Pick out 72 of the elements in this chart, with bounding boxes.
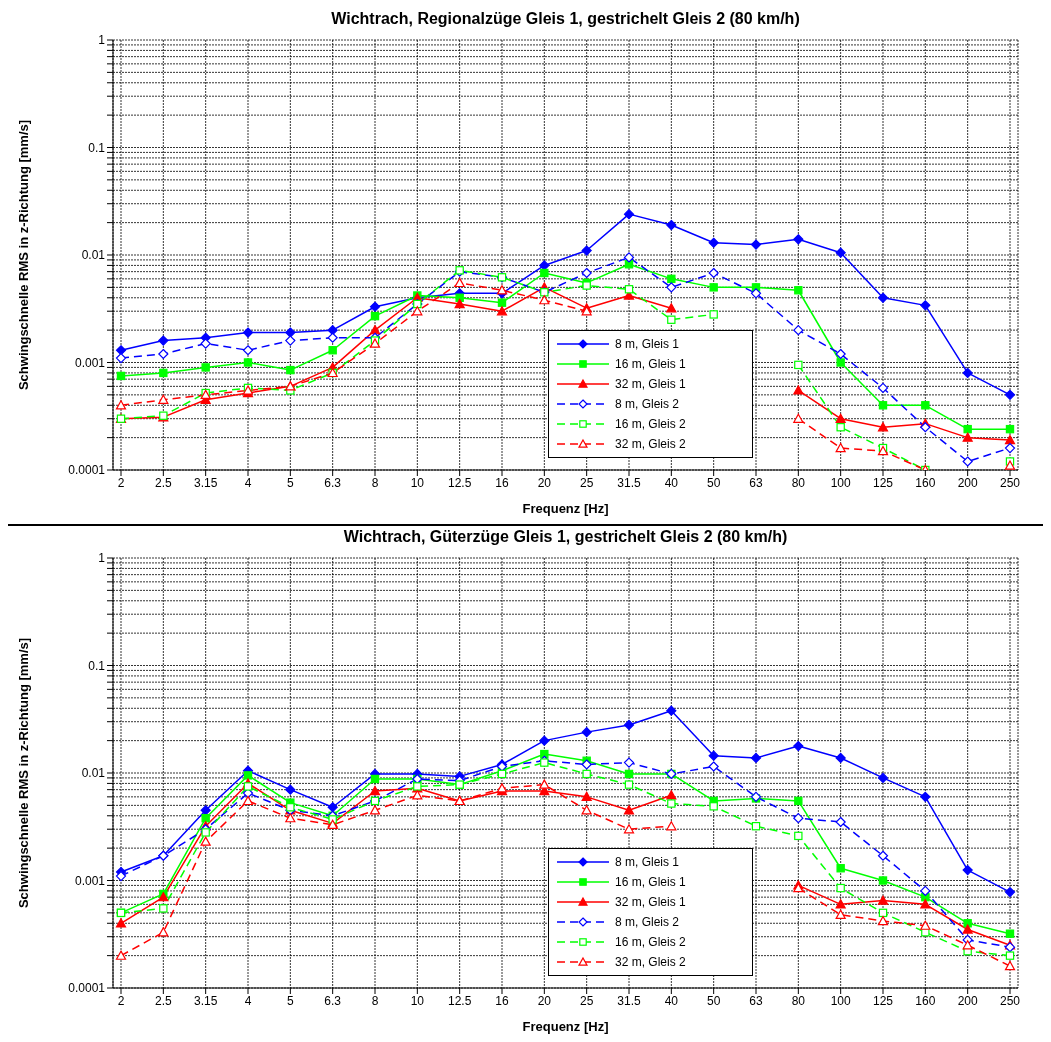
x-tick-label: 2.5 bbox=[154, 993, 172, 1008]
y-tick-label: 1 bbox=[98, 551, 106, 566]
chart-title: Wichtrach, Regionalzüge Gleis 1, gestrichelt Gleis 2 (80 km/h) bbox=[330, 9, 801, 29]
x-tick-label: 125 bbox=[872, 993, 894, 1008]
legend-label: 16 m, Gleis 2 bbox=[615, 935, 686, 949]
y-tick-label: 0.01 bbox=[81, 248, 106, 263]
legend-label: 16 m, Gleis 1 bbox=[615, 875, 686, 889]
x-tick-label: 63 bbox=[749, 475, 763, 490]
x-tick-label: 10 bbox=[410, 475, 425, 490]
x-tick-label: 6.3 bbox=[324, 475, 342, 490]
x-tick-label: 63 bbox=[749, 993, 763, 1008]
x-tick-label: 4 bbox=[244, 475, 252, 490]
x-tick-label: 100 bbox=[830, 475, 851, 490]
y-tick-label: 0.01 bbox=[81, 766, 106, 781]
x-tick-label: 40 bbox=[664, 475, 679, 490]
legend-label: 8 m, Gleis 2 bbox=[615, 915, 680, 929]
legend-label: 8 m, Gleis 2 bbox=[615, 397, 680, 411]
x-tick-label: 5 bbox=[286, 475, 294, 490]
x-tick-label: 200 bbox=[957, 475, 978, 490]
y-axis-title: Schwingschnelle RMS in z-Richtung [mm/s] bbox=[15, 637, 31, 909]
legend-label: 8 m, Gleis 1 bbox=[615, 855, 680, 869]
legend-label: 16 m, Gleis 1 bbox=[615, 357, 686, 371]
x-tick-label: 25 bbox=[579, 993, 594, 1008]
y-axis-title: Schwingschnelle RMS in z-Richtung [mm/s] bbox=[15, 119, 31, 391]
x-tick-label: 5 bbox=[286, 993, 294, 1008]
x-tick-label: 25 bbox=[579, 475, 594, 490]
x-tick-label: 50 bbox=[706, 475, 721, 490]
x-tick-label: 160 bbox=[915, 475, 936, 490]
legend-label: 32 m, Gleis 1 bbox=[615, 377, 686, 391]
y-tick-label: 0.1 bbox=[88, 658, 106, 673]
y-tick-label: 1 bbox=[98, 33, 106, 48]
x-tick-label: 4 bbox=[244, 993, 252, 1008]
x-tick-label: 3.15 bbox=[193, 993, 218, 1008]
x-tick-label: 250 bbox=[999, 993, 1021, 1008]
x-tick-label: 50 bbox=[706, 993, 721, 1008]
x-axis-title: Frequenz [Hz] bbox=[522, 1019, 609, 1034]
x-tick-label: 8 bbox=[371, 475, 379, 490]
x-tick-label: 250 bbox=[999, 475, 1021, 490]
x-tick-label: 80 bbox=[791, 475, 806, 490]
x-tick-label: 6.3 bbox=[324, 993, 342, 1008]
y-tick-label: 0.0001 bbox=[68, 463, 106, 478]
chart-title: Wichtrach, Güterzüge Gleis 1, gestrichelt Gleis 2 (80 km/h) bbox=[342, 527, 789, 547]
x-tick-label: 2 bbox=[117, 475, 125, 490]
x-tick-label: 20 bbox=[537, 475, 552, 490]
legend-label: 8 m, Gleis 1 bbox=[615, 337, 680, 351]
x-axis-title: Frequenz [Hz] bbox=[522, 501, 609, 516]
x-tick-label: 20 bbox=[537, 993, 552, 1008]
y-tick-label: 0.001 bbox=[74, 873, 106, 888]
legend-label: 32 m, Gleis 1 bbox=[615, 895, 686, 909]
legend-label: 32 m, Gleis 2 bbox=[615, 437, 686, 451]
legend-label: 32 m, Gleis 2 bbox=[615, 955, 686, 969]
x-tick-label: 12.5 bbox=[447, 475, 472, 490]
x-tick-label: 12.5 bbox=[447, 993, 472, 1008]
x-tick-label: 125 bbox=[872, 475, 894, 490]
x-tick-label: 31.5 bbox=[617, 993, 641, 1008]
x-tick-label: 3.15 bbox=[193, 475, 218, 490]
y-tick-label: 0.1 bbox=[88, 140, 106, 155]
x-tick-label: 16 bbox=[495, 475, 509, 490]
x-tick-label: 31.5 bbox=[617, 475, 641, 490]
x-tick-label: 160 bbox=[915, 993, 936, 1008]
x-tick-label: 16 bbox=[495, 993, 509, 1008]
y-tick-label: 0.001 bbox=[74, 355, 106, 370]
y-tick-label: 0.0001 bbox=[68, 981, 106, 996]
x-tick-label: 200 bbox=[957, 993, 978, 1008]
x-tick-label: 10 bbox=[410, 993, 425, 1008]
legend-label: 16 m, Gleis 2 bbox=[615, 417, 686, 431]
x-tick-label: 2.5 bbox=[154, 475, 172, 490]
x-tick-label: 80 bbox=[791, 993, 806, 1008]
x-tick-label: 2 bbox=[117, 993, 125, 1008]
x-tick-label: 100 bbox=[830, 993, 851, 1008]
x-tick-label: 8 bbox=[371, 993, 379, 1008]
x-tick-label: 40 bbox=[664, 993, 679, 1008]
